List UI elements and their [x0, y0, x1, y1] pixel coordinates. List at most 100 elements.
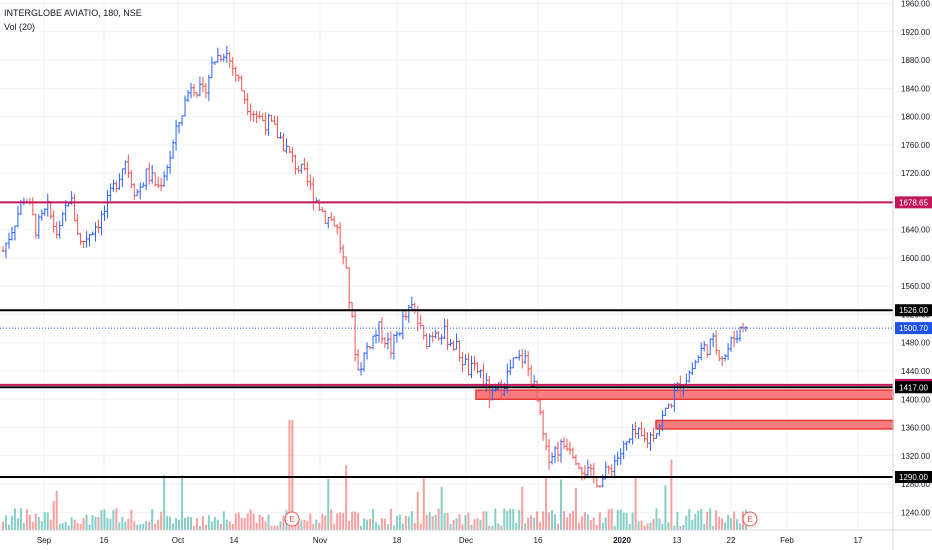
volume-bar: [213, 517, 216, 530]
volume-bar: [270, 525, 273, 530]
volume-bar: [142, 523, 145, 530]
volume-bar: [733, 511, 736, 530]
volume-bar: [181, 475, 184, 530]
volume-bar: [527, 517, 530, 530]
volume-bar: [327, 478, 330, 530]
volume-bar: [640, 520, 643, 530]
volume-bar: [601, 522, 604, 530]
time-tick-label: 14: [230, 536, 239, 545]
volume-bar: [458, 514, 461, 530]
volume-bar: [70, 517, 73, 530]
volume-bar: [410, 511, 413, 530]
volume-bar: [691, 519, 694, 530]
price-axis[interactable]: 1240.00 1280.00 1320.00 1360.00 1400.00 1440.…: [901, 0, 930, 517]
price-tick-label: 1840.00: [901, 84, 930, 93]
volume-bar: [273, 525, 276, 530]
volume-bar: [449, 524, 452, 530]
volume-bar: [109, 518, 112, 530]
volume-bar: [85, 514, 88, 530]
volume-bar: [261, 516, 264, 530]
volume-bar: [709, 508, 712, 530]
time-tick-label: Sep: [37, 536, 52, 545]
volume-bar: [559, 479, 562, 530]
level-lines: [0, 201, 893, 478]
volume-bar: [557, 523, 560, 530]
volume-bar: [106, 518, 109, 530]
volume-bar: [440, 486, 443, 530]
volume-bar: [455, 518, 458, 530]
volume-bar: [437, 508, 440, 530]
volume-bar: [500, 525, 503, 530]
volume-bar: [392, 525, 395, 530]
symbol-title[interactable]: INTERGLOBE AVIATIO, 180, NSE: [4, 8, 142, 18]
volume-bar: [79, 524, 82, 530]
volume-bar: [583, 512, 586, 530]
volume-bar: [148, 521, 151, 530]
volume-bar: [222, 511, 225, 530]
price-tick-label: 1760.00: [901, 141, 930, 150]
volume-bar: [67, 525, 70, 530]
volume-bar: [607, 509, 610, 530]
volume-bar: [670, 459, 673, 530]
volume-bar: [518, 510, 521, 530]
price-tick-label: 1400.00: [901, 395, 930, 404]
volume-bar: [282, 515, 285, 530]
volume-bar: [372, 508, 375, 530]
volume-bar: [13, 508, 16, 530]
volume-bar: [55, 490, 58, 530]
volume-bar: [249, 509, 252, 530]
volume-bar: [136, 524, 139, 530]
volume-bar: [151, 508, 154, 530]
volume-bar: [297, 520, 300, 530]
time-tick-label: Nov: [313, 536, 327, 545]
volume-bar: [509, 508, 512, 530]
volume-bar: [73, 519, 76, 530]
volume-bar: [386, 524, 389, 530]
volume-bar: [184, 517, 187, 530]
volume-bar: [646, 523, 649, 530]
volume-bar: [577, 522, 580, 530]
volume-bar: [655, 508, 658, 530]
volume-bar: [580, 516, 583, 530]
volume-bar: [336, 513, 339, 530]
last-price-label: 1500.70: [899, 324, 928, 333]
volume-bar: [88, 524, 91, 530]
volume-bar: [422, 478, 425, 530]
time-tick-label: 2020: [613, 536, 631, 545]
volume-bar: [395, 515, 398, 530]
volume-bar: [255, 522, 258, 530]
volume-bar: [10, 515, 13, 530]
volume-bar: [574, 488, 577, 530]
volume-bar: [121, 516, 124, 530]
volume-bar: [727, 514, 730, 530]
volume-bar: [694, 513, 697, 530]
volume-bar: [300, 520, 303, 530]
volume-bar: [312, 523, 315, 530]
volume-bar: [679, 525, 682, 530]
volume-bar: [157, 519, 160, 530]
supply-demand-zone: [655, 419, 894, 430]
volume-bar: [452, 520, 455, 530]
volume-bar: [551, 510, 554, 530]
volume-bar: [616, 510, 619, 530]
price-bars: [1, 46, 748, 488]
volume-bar: [163, 474, 166, 530]
volume-bar: [652, 519, 655, 530]
volume-indicator-label[interactable]: Vol (20): [4, 22, 36, 32]
volume-bar: [712, 525, 715, 530]
volume-bar: [398, 514, 401, 530]
volume-bar: [685, 515, 688, 530]
volume-bar: [431, 516, 434, 530]
time-axis[interactable]: Sep 16 Oct 14 Nov 18 Dec 16 2020 13 22 Feb 17: [37, 536, 863, 545]
volume-bar: [342, 512, 345, 530]
volume-bar: [160, 511, 163, 530]
volume-bar: [512, 509, 515, 530]
legend[interactable]: INTERGLOBE AVIATIO, 180, NSE Vol (20): [4, 6, 142, 34]
volume-bar: [536, 511, 539, 530]
earnings-marker: [742, 511, 758, 527]
volume-bar: [470, 524, 473, 530]
time-tick-label: 16: [534, 536, 543, 545]
volume-bar: [49, 519, 52, 530]
volume-bar: [610, 508, 613, 530]
